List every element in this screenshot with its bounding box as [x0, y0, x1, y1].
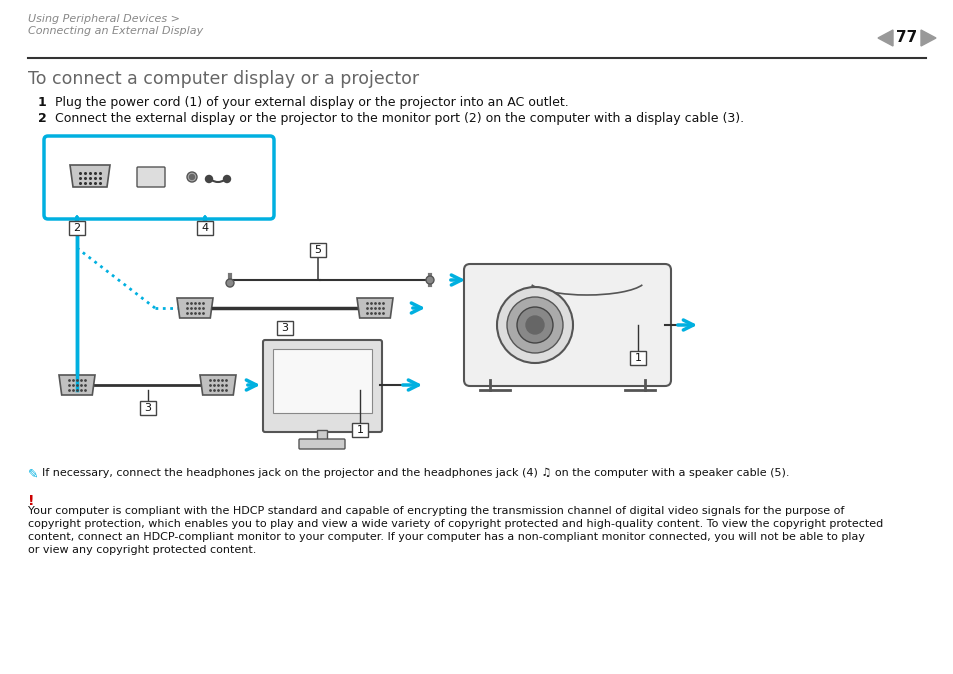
FancyBboxPatch shape — [140, 401, 156, 415]
FancyBboxPatch shape — [44, 136, 274, 219]
FancyBboxPatch shape — [316, 430, 327, 440]
FancyBboxPatch shape — [137, 167, 165, 187]
Polygon shape — [70, 165, 110, 187]
Circle shape — [190, 175, 194, 179]
Polygon shape — [920, 30, 935, 46]
Polygon shape — [177, 298, 213, 318]
Polygon shape — [59, 375, 95, 395]
FancyBboxPatch shape — [352, 423, 368, 437]
Circle shape — [226, 279, 233, 287]
FancyBboxPatch shape — [196, 221, 213, 235]
FancyBboxPatch shape — [629, 351, 645, 365]
Circle shape — [223, 175, 231, 183]
Circle shape — [506, 297, 562, 353]
Text: Connect the external display or the projector to the monitor port (2) on the com: Connect the external display or the proj… — [55, 112, 743, 125]
Text: 1: 1 — [634, 353, 640, 363]
Circle shape — [187, 172, 196, 182]
FancyBboxPatch shape — [276, 321, 293, 335]
FancyBboxPatch shape — [298, 439, 345, 449]
Circle shape — [517, 307, 553, 343]
Text: Ω: Ω — [218, 169, 219, 170]
Text: 2: 2 — [73, 223, 80, 233]
Polygon shape — [356, 298, 393, 318]
Text: Connecting an External Display: Connecting an External Display — [28, 26, 203, 36]
Text: 77: 77 — [896, 30, 917, 46]
Text: Using Peripheral Devices >: Using Peripheral Devices > — [28, 14, 180, 24]
FancyBboxPatch shape — [310, 243, 326, 257]
Text: 3: 3 — [281, 323, 288, 333]
FancyBboxPatch shape — [69, 221, 85, 235]
Text: 1: 1 — [38, 96, 47, 109]
FancyBboxPatch shape — [273, 349, 372, 413]
Text: ✎: ✎ — [28, 468, 38, 481]
Text: !: ! — [28, 494, 34, 508]
Polygon shape — [877, 30, 892, 46]
FancyBboxPatch shape — [463, 264, 670, 386]
Text: If necessary, connect the headphones jack on the projector and the headphones ja: If necessary, connect the headphones jac… — [42, 468, 789, 479]
Polygon shape — [200, 375, 235, 395]
Text: 4: 4 — [201, 223, 209, 233]
Text: 2: 2 — [38, 112, 47, 125]
Circle shape — [426, 276, 434, 284]
Text: 3: 3 — [144, 403, 152, 413]
Circle shape — [497, 287, 573, 363]
Circle shape — [525, 316, 543, 334]
Circle shape — [205, 175, 213, 183]
Text: 5: 5 — [314, 245, 321, 255]
Text: or view any copyright protected content.: or view any copyright protected content. — [28, 545, 256, 555]
Text: Your computer is compliant with the HDCP standard and capable of encrypting the : Your computer is compliant with the HDCP… — [28, 506, 843, 516]
Text: copyright protection, which enables you to play and view a wide variety of copyr: copyright protection, which enables you … — [28, 519, 882, 529]
FancyBboxPatch shape — [263, 340, 381, 432]
Text: 1: 1 — [356, 425, 363, 435]
Text: Plug the power cord (1) of your external display or the projector into an AC out: Plug the power cord (1) of your external… — [55, 96, 568, 109]
Text: To connect a computer display or a projector: To connect a computer display or a proje… — [28, 70, 418, 88]
Text: content, connect an HDCP-compliant monitor to your computer. If your computer ha: content, connect an HDCP-compliant monit… — [28, 532, 864, 542]
